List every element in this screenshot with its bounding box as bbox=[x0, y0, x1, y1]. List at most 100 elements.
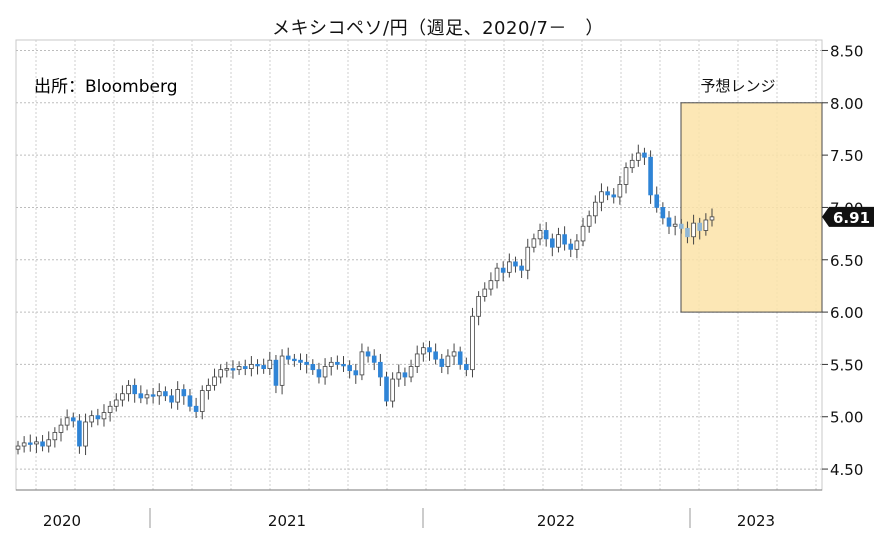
candle-body bbox=[150, 394, 156, 397]
candle-body bbox=[58, 424, 64, 433]
candle-layer bbox=[15, 144, 715, 456]
candle-body bbox=[316, 369, 322, 378]
candle-body bbox=[292, 358, 297, 362]
candle-body bbox=[273, 359, 279, 386]
candle-body bbox=[378, 361, 383, 378]
forecast-range-layer: 予想レンジ bbox=[680, 77, 823, 313]
candle-body bbox=[457, 351, 463, 365]
y-tick-label: 6.00 bbox=[830, 304, 863, 322]
candle-body bbox=[482, 288, 488, 297]
candle-body bbox=[384, 376, 389, 402]
candle-body bbox=[101, 412, 107, 420]
candle-body bbox=[488, 280, 494, 290]
candle-body bbox=[156, 391, 162, 397]
forecast-range-box bbox=[680, 102, 823, 313]
candle-body bbox=[365, 351, 371, 357]
candle-body bbox=[144, 394, 150, 399]
candle-body bbox=[242, 366, 248, 370]
candle-body bbox=[322, 366, 328, 378]
candle-body bbox=[21, 442, 27, 447]
candle-body bbox=[224, 368, 230, 371]
candle-body bbox=[568, 243, 574, 250]
candle-body bbox=[525, 246, 531, 271]
candle-body bbox=[617, 184, 623, 198]
y-tick-label: 5.50 bbox=[830, 356, 863, 374]
candle-body bbox=[279, 355, 285, 386]
candle-body bbox=[439, 358, 445, 367]
candle-body bbox=[642, 152, 647, 158]
candle-body bbox=[335, 361, 340, 365]
y-tick-label: 6.50 bbox=[830, 252, 863, 270]
candle-body bbox=[494, 267, 500, 282]
candle-body bbox=[212, 376, 217, 386]
candle-body bbox=[685, 227, 690, 238]
candle-body bbox=[95, 415, 101, 420]
candle-body bbox=[672, 223, 678, 227]
y-tick-label: 8.50 bbox=[830, 42, 863, 60]
candle-body bbox=[605, 191, 610, 196]
candle-body bbox=[451, 351, 457, 357]
y-tick-label: 5.00 bbox=[830, 409, 863, 427]
candle-body bbox=[34, 441, 39, 445]
x-period-label: 2023 bbox=[737, 512, 775, 530]
candle-body bbox=[27, 442, 33, 445]
candle-body bbox=[593, 201, 598, 217]
candle-body bbox=[556, 234, 561, 248]
candle-body bbox=[476, 295, 481, 317]
candle-body bbox=[126, 384, 131, 395]
candle-body bbox=[678, 223, 684, 229]
candle-body bbox=[445, 355, 451, 367]
candle-body bbox=[703, 219, 709, 231]
candle-body bbox=[550, 238, 555, 248]
candle-body bbox=[543, 230, 549, 240]
last-value-label: 6.91 bbox=[833, 209, 870, 227]
candle-body bbox=[359, 351, 365, 376]
candle-body bbox=[408, 366, 414, 378]
candle-body bbox=[599, 191, 604, 203]
candle-body bbox=[89, 415, 95, 423]
chart-title: メキシコペソ/円（週足、2020/7－ ） bbox=[272, 18, 604, 39]
candle-body bbox=[15, 445, 21, 450]
candle-body bbox=[175, 389, 180, 403]
x-period-label: 2022 bbox=[537, 512, 575, 530]
candle-body bbox=[390, 378, 395, 402]
candle-body bbox=[181, 389, 187, 397]
candle-body bbox=[623, 167, 629, 185]
candle-body bbox=[611, 194, 617, 198]
candle-body bbox=[353, 370, 359, 376]
candle-body bbox=[249, 364, 254, 370]
candle-body bbox=[562, 234, 567, 245]
candle-body bbox=[371, 355, 377, 363]
candle-body bbox=[402, 372, 408, 378]
candle-body bbox=[40, 441, 45, 447]
y-tick-label: 4.50 bbox=[830, 461, 863, 479]
candle-body bbox=[298, 359, 303, 363]
candle-body bbox=[464, 364, 469, 371]
candle-body bbox=[574, 240, 580, 250]
candle-body bbox=[64, 417, 70, 426]
last-value-badge bbox=[822, 206, 874, 227]
candle-body bbox=[138, 393, 144, 399]
candle-body bbox=[261, 365, 266, 370]
candle-body bbox=[666, 217, 672, 227]
candle-body bbox=[187, 395, 193, 407]
candle-body bbox=[70, 417, 76, 422]
candle-body bbox=[199, 390, 205, 412]
y-tick-label: 8.00 bbox=[830, 95, 863, 113]
candle-body bbox=[304, 361, 309, 365]
candle-body bbox=[396, 372, 402, 380]
candle-body bbox=[654, 194, 660, 208]
y-tick-label: 7.50 bbox=[830, 147, 863, 165]
candle-body bbox=[347, 365, 352, 372]
candle-body bbox=[341, 364, 346, 367]
candle-body bbox=[697, 222, 703, 231]
candle-body bbox=[629, 159, 635, 169]
axis-layer: 4.505.005.506.006.507.007.508.008.502020… bbox=[16, 42, 874, 530]
candle-body bbox=[83, 421, 88, 447]
candle-body bbox=[691, 222, 696, 238]
x-period-label: 2020 bbox=[43, 512, 81, 530]
candle-body bbox=[169, 395, 174, 403]
candle-body bbox=[206, 384, 211, 391]
candle-body bbox=[427, 347, 432, 353]
candle-body bbox=[132, 384, 137, 395]
